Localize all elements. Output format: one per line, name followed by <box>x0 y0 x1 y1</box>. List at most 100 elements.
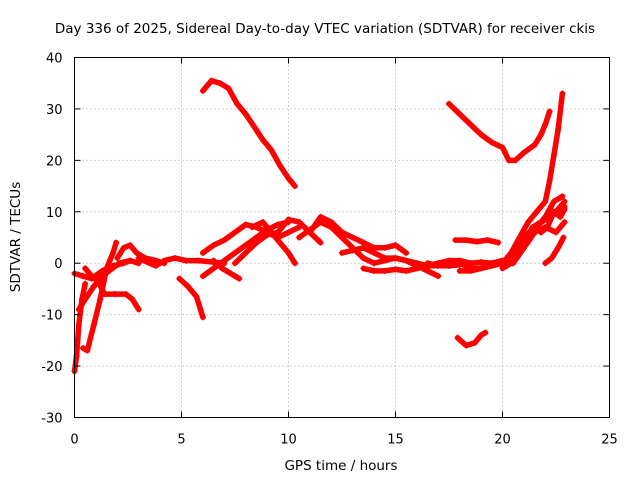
data-point-marker <box>251 123 258 130</box>
data-point-marker <box>561 219 568 226</box>
data-point-marker <box>249 224 256 231</box>
data-point-marker <box>446 100 452 107</box>
series-arc-14 <box>249 219 298 267</box>
data-point-marker <box>122 291 129 298</box>
y-tick-label: 0 <box>54 257 62 272</box>
data-point-marker <box>114 255 121 262</box>
data-point-marker <box>285 229 292 236</box>
data-point-marker <box>291 183 298 190</box>
data-point-marker <box>88 273 95 280</box>
data-point-marker <box>199 249 206 256</box>
x-tick-label: 10 <box>280 433 297 448</box>
data-point-marker <box>488 262 495 269</box>
series-arc-26 <box>499 90 566 267</box>
data-point-marker <box>227 270 234 277</box>
data-point-marker <box>199 87 206 94</box>
data-point-marker <box>542 198 549 205</box>
data-point-marker <box>525 219 532 226</box>
data-point-marker <box>116 260 123 267</box>
data-point-marker <box>478 131 485 138</box>
data-point-marker <box>435 262 442 269</box>
data-point-marker <box>548 255 555 262</box>
series-trace <box>210 257 243 282</box>
data-point-marker <box>473 238 480 245</box>
data-point-marker <box>561 206 568 213</box>
data-point-marker <box>403 257 410 264</box>
data-point-marker <box>82 296 89 303</box>
data-point-marker <box>424 260 431 267</box>
data-point-marker <box>291 260 298 267</box>
data-point-marker <box>210 242 217 249</box>
data-point-marker <box>236 275 243 282</box>
data-point-marker <box>463 237 470 244</box>
x-tick-label: 25 <box>601 433 618 448</box>
series-trace <box>446 101 553 164</box>
data-point-marker <box>510 260 517 267</box>
data-point-marker <box>107 266 114 273</box>
data-point-marker <box>446 257 452 264</box>
data-point-marker <box>484 237 491 244</box>
data-point-marker <box>232 229 238 236</box>
data-point-marker <box>127 257 134 264</box>
series-arc-29 <box>542 234 567 267</box>
data-point-marker <box>99 273 106 280</box>
data-point-marker <box>467 260 474 267</box>
data-point-marker <box>561 198 568 205</box>
data-point-marker <box>135 255 142 262</box>
data-point-marker <box>542 121 549 128</box>
data-point-marker <box>208 77 215 84</box>
data-point-marker <box>488 139 495 146</box>
series-trace <box>82 265 142 313</box>
data-point-marker <box>219 265 226 272</box>
data-point-marker <box>133 249 140 256</box>
data-point-marker <box>555 126 562 133</box>
data-point-marker <box>317 213 324 220</box>
data-point-marker <box>371 249 378 256</box>
data-point-marker <box>424 267 431 274</box>
data-point-marker <box>512 255 519 262</box>
data-point-marker <box>478 332 485 339</box>
data-point-marker <box>113 239 120 246</box>
tick-labels: 0 5 10 15 20 25 -30 -20 -10 0 10 20 30 40 <box>41 52 618 448</box>
data-point-marker <box>129 296 136 303</box>
data-point-marker <box>80 345 87 352</box>
data-point-marker <box>268 147 275 154</box>
data-point-marker <box>371 267 378 274</box>
data-point-marker <box>456 267 463 274</box>
data-point-marker <box>199 314 206 321</box>
data-point-marker <box>101 291 108 298</box>
data-point-marker <box>413 265 420 272</box>
series-arc-30 <box>538 206 568 236</box>
data-point-marker <box>512 157 519 164</box>
data-point-marker <box>499 265 506 272</box>
x-tick-label: 15 <box>387 433 404 448</box>
data-point-marker <box>520 149 527 156</box>
data-point-marker <box>144 259 151 266</box>
data-point-marker <box>242 221 249 228</box>
data-point-marker <box>127 242 134 249</box>
data-point-marker <box>276 239 283 246</box>
y-tick-label: 40 <box>46 52 63 67</box>
data-point-marker <box>285 175 292 182</box>
data-point-marker <box>446 262 452 269</box>
data-point-marker <box>520 239 527 246</box>
data-point-marker <box>242 249 249 256</box>
data-point-marker <box>538 219 545 226</box>
axis-ticks <box>74 57 610 418</box>
data-point-marker <box>456 260 463 267</box>
data-point-marker <box>546 108 553 115</box>
data-point-marker <box>392 266 399 273</box>
data-point-marker <box>90 321 97 328</box>
y-axis-label: SDTVAR / TECUs <box>8 182 24 292</box>
data-point-marker <box>371 244 378 251</box>
data-point-marker <box>221 257 228 264</box>
data-point-marker <box>508 249 515 256</box>
data-point-marker <box>264 231 271 238</box>
data-point-marker <box>90 283 97 290</box>
data-point-marker <box>478 265 485 272</box>
series-trace <box>249 219 298 266</box>
data-point-marker <box>413 260 420 267</box>
data-point-marker <box>161 257 168 264</box>
data-point-marker <box>232 260 238 267</box>
x-tick-label: 20 <box>494 433 511 448</box>
